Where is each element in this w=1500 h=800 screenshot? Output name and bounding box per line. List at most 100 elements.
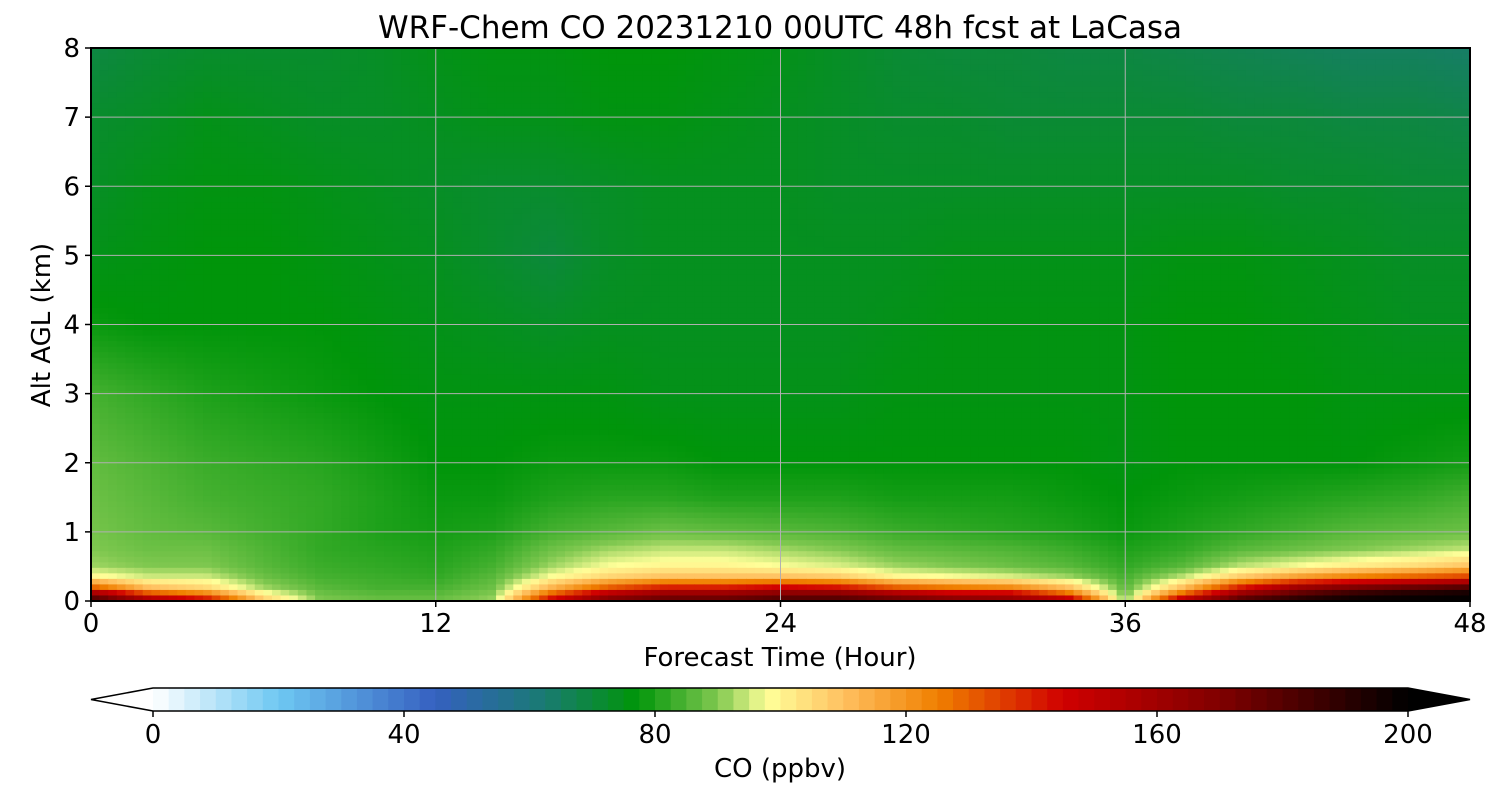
heatmap-cell (927, 197, 937, 204)
heatmap-cell (211, 130, 221, 138)
heatmap-cell (134, 142, 144, 149)
heatmap-cell (116, 197, 127, 204)
heatmap-cell (108, 108, 118, 115)
heatmap-cell (401, 86, 411, 93)
heatmap-cell (323, 186, 333, 193)
heatmap-cell (1082, 191, 1092, 198)
heatmap-cell (271, 208, 282, 215)
heatmap-cell (797, 158, 807, 165)
heatmap-cell (1125, 92, 1135, 99)
heatmap-cell (1185, 75, 1195, 82)
heatmap-cell (134, 208, 144, 215)
heatmap-cell (1021, 186, 1032, 193)
heatmap-cell (1314, 164, 1325, 171)
heatmap-cell (254, 208, 264, 215)
heatmap-cell (496, 48, 506, 55)
heatmap-cell (927, 202, 937, 209)
heatmap-cell (780, 53, 790, 60)
heatmap-cell (1013, 53, 1023, 60)
heatmap-cell (211, 53, 221, 60)
heatmap-cell (185, 153, 196, 160)
heatmap-cell (1116, 103, 1126, 110)
heatmap-cell (1263, 175, 1273, 182)
heatmap-cell (435, 208, 445, 215)
heatmap-cell (496, 125, 506, 132)
heatmap-cell (289, 208, 299, 215)
heatmap-cell (108, 136, 118, 143)
heatmap-cell (1030, 64, 1040, 71)
heatmap-cell (918, 48, 928, 55)
heatmap-cell (728, 142, 739, 149)
heatmap-cell (1211, 136, 1221, 143)
heatmap-cell (271, 125, 282, 132)
heatmap-cell (1254, 136, 1264, 143)
heatmap-cell (340, 191, 351, 198)
heatmap-cell (961, 136, 971, 143)
heatmap-cell (1030, 108, 1040, 115)
heatmap-cell (246, 169, 256, 176)
heatmap-cell (746, 186, 756, 193)
heatmap-cell (1004, 147, 1014, 154)
heatmap-cell (159, 70, 170, 77)
heatmap-cell (1306, 64, 1316, 71)
heatmap-cell (1142, 191, 1152, 198)
heatmap-cell (1176, 186, 1187, 193)
heatmap-cell (771, 70, 782, 77)
heatmap-cell (228, 175, 239, 182)
heatmap-cell (1004, 92, 1014, 99)
heatmap-cell (1452, 169, 1462, 176)
heatmap-cell (1306, 175, 1316, 182)
heatmap-cell (1271, 92, 1281, 99)
heatmap-cell (392, 153, 402, 160)
heatmap-cell (702, 180, 713, 187)
heatmap-cell (702, 169, 713, 176)
heatmap-cell (1332, 153, 1342, 160)
heatmap-cell (340, 219, 351, 226)
heatmap-cell (1340, 97, 1350, 104)
heatmap-cell (530, 191, 540, 198)
heatmap-cell (1004, 213, 1014, 221)
heatmap-cell (840, 92, 851, 99)
heatmap-cell (642, 97, 652, 104)
heatmap-cell (228, 213, 239, 221)
heatmap-cell (677, 153, 687, 160)
heatmap-cell (935, 64, 945, 71)
heatmap-cell (1383, 130, 1394, 138)
heatmap-cell (728, 81, 739, 88)
heatmap-cell (496, 108, 506, 115)
heatmap-cell (323, 125, 333, 132)
heatmap-cell (315, 119, 325, 127)
heatmap-cell (168, 59, 178, 66)
heatmap-cell (134, 180, 144, 187)
heatmap-cell (315, 180, 325, 187)
heatmap-cell (1021, 191, 1032, 198)
heatmap-cell (142, 81, 152, 88)
heatmap-cell (1435, 81, 1445, 88)
heatmap-cell (1228, 147, 1238, 154)
heatmap-cell (496, 213, 506, 221)
heatmap-cell (1211, 108, 1221, 115)
heatmap-cell (883, 59, 894, 66)
heatmap-cell (771, 136, 782, 143)
heatmap-cell (633, 48, 644, 55)
heatmap-cell (1452, 153, 1462, 160)
heatmap-cell (711, 191, 721, 198)
heatmap-cell (1245, 108, 1256, 115)
heatmap-cell (659, 213, 670, 221)
heatmap-cell (349, 136, 359, 143)
heatmap-cell (685, 197, 695, 204)
heatmap-cell (496, 92, 506, 99)
heatmap-cell (452, 213, 463, 221)
heatmap-cell (858, 136, 868, 143)
heatmap-cell (375, 48, 385, 55)
heatmap-cell (711, 180, 721, 187)
heatmap-cell (91, 75, 101, 82)
heatmap-cell (116, 125, 127, 132)
heatmap-cell (297, 53, 308, 60)
heatmap-cell (306, 164, 316, 171)
heatmap-cell (633, 97, 644, 104)
heatmap-cell (780, 136, 790, 143)
heatmap-cell (297, 97, 308, 104)
heatmap-cell (1211, 125, 1221, 132)
heatmap-cell (1383, 191, 1394, 198)
